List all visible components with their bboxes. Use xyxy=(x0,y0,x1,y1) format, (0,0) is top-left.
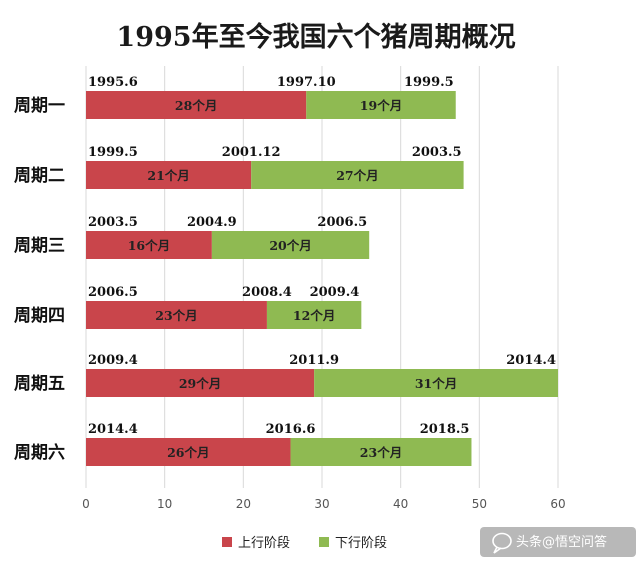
legend-item-down: 下行阶段 xyxy=(319,536,387,551)
bar-down-label: 19个月 xyxy=(360,98,402,113)
cycle-row: 周期五 29个月 31个月 2009.4 2011.9 2014.4 xyxy=(14,353,558,397)
category-label: 周期四 xyxy=(14,306,65,326)
cycle-row: 周期一 28个月 19个月 1995.6 1997.10 1999.5 xyxy=(14,75,456,119)
x-tick-label: 10 xyxy=(157,497,172,511)
bar-down xyxy=(211,231,370,259)
bar-down-label: 20个月 xyxy=(269,238,311,253)
bar-up-label: 29个月 xyxy=(179,376,221,391)
x-tick-label: 20 xyxy=(236,497,251,511)
bar-down-label: 12个月 xyxy=(293,308,335,323)
date-mid-label: 2011.9 xyxy=(289,353,339,368)
bar-down-label: 31个月 xyxy=(415,376,457,391)
legend-label: 上行阶段 xyxy=(238,536,290,551)
category-label: 周期一 xyxy=(14,96,65,116)
x-tick-label: 0 xyxy=(82,497,90,511)
cycle-row: 周期四 23个月 12个月 2006.5 2008.4 2009.4 xyxy=(14,285,362,329)
bar-down-label: 23个月 xyxy=(360,445,402,460)
bar-up-label: 21个月 xyxy=(147,168,189,183)
watermark-backdrop xyxy=(480,527,636,557)
x-tick-label: 30 xyxy=(314,497,329,511)
category-label: 周期六 xyxy=(14,442,65,463)
legend-item-up: 上行阶段 xyxy=(222,536,290,551)
x-tick-label: 40 xyxy=(393,497,408,511)
date-mid-label: 2008.4 xyxy=(242,285,292,300)
date-start-label: 1995.6 xyxy=(88,75,138,90)
date-start-label: 2014.4 xyxy=(88,422,138,437)
date-end-label: 1999.5 xyxy=(404,75,454,90)
date-end-label: 2006.5 xyxy=(317,215,367,230)
bar-down xyxy=(266,301,362,329)
icon-tail xyxy=(493,546,502,554)
date-start-label: 2003.5 xyxy=(88,215,138,230)
bar-down xyxy=(314,369,558,397)
legend-label: 下行阶段 xyxy=(335,536,387,551)
bar-down xyxy=(290,438,472,466)
x-axis: 0 10 20 30 40 50 60 xyxy=(82,497,565,511)
legend-swatch xyxy=(319,537,329,547)
date-mid-label: 2001.12 xyxy=(222,145,281,160)
legend: 上行阶段 下行阶段 xyxy=(222,536,387,551)
bar-up-label: 28个月 xyxy=(175,98,217,113)
watermark: 头条@悟空问答 xyxy=(480,527,636,557)
bars: 周期一 28个月 19个月 1995.6 1997.10 1999.5 周期二 21个月 27个… xyxy=(14,75,558,466)
icon-bubble xyxy=(492,532,512,550)
bar-up-label: 26个月 xyxy=(167,445,209,460)
bar-down-label: 27个月 xyxy=(336,168,378,183)
bar-down xyxy=(306,91,456,119)
date-mid-label: 2016.6 xyxy=(266,422,316,437)
date-mid-label: 2004.9 xyxy=(187,215,237,230)
bar-up-label: 23个月 xyxy=(155,308,197,323)
gridlines xyxy=(85,66,559,488)
date-end-label: 2014.4 xyxy=(506,353,556,368)
cycle-row: 周期六 26个月 23个月 2014.4 2016.6 2018.5 xyxy=(14,422,472,466)
x-tick-label: 50 xyxy=(472,497,487,511)
bar-up xyxy=(86,438,291,466)
category-label: 周期三 xyxy=(14,236,65,256)
watermark-label: 头条@悟空问答 xyxy=(516,534,607,550)
date-end-label: 2003.5 xyxy=(412,145,462,160)
date-start-label: 1999.5 xyxy=(88,145,138,160)
bar-up-label: 16个月 xyxy=(128,238,170,253)
chart-title: 1995年至今我国六个猪周期概况 xyxy=(116,21,515,53)
date-end-label: 2018.5 xyxy=(420,422,470,437)
legend-swatch xyxy=(222,537,232,547)
category-label: 周期二 xyxy=(14,166,65,186)
date-start-label: 2009.4 xyxy=(88,353,138,368)
bar-up xyxy=(86,91,307,119)
x-tick-label: 60 xyxy=(550,497,565,511)
cycle-row: 周期二 21个月 27个月 1999.5 2001.12 2003.5 xyxy=(14,145,464,189)
date-mid-label: 1997.10 xyxy=(277,75,336,90)
bar-up xyxy=(86,231,212,259)
bar-up xyxy=(86,301,267,329)
category-label: 周期五 xyxy=(14,374,65,394)
bar-up xyxy=(86,369,315,397)
date-start-label: 2006.5 xyxy=(88,285,138,300)
date-end-label: 2009.4 xyxy=(310,285,360,300)
bar-down xyxy=(251,161,464,189)
chat-bubble-icon xyxy=(492,532,512,554)
cycle-row: 周期三 16个月 20个月 2003.5 2004.9 2006.5 xyxy=(14,215,370,259)
bar-up xyxy=(86,161,252,189)
